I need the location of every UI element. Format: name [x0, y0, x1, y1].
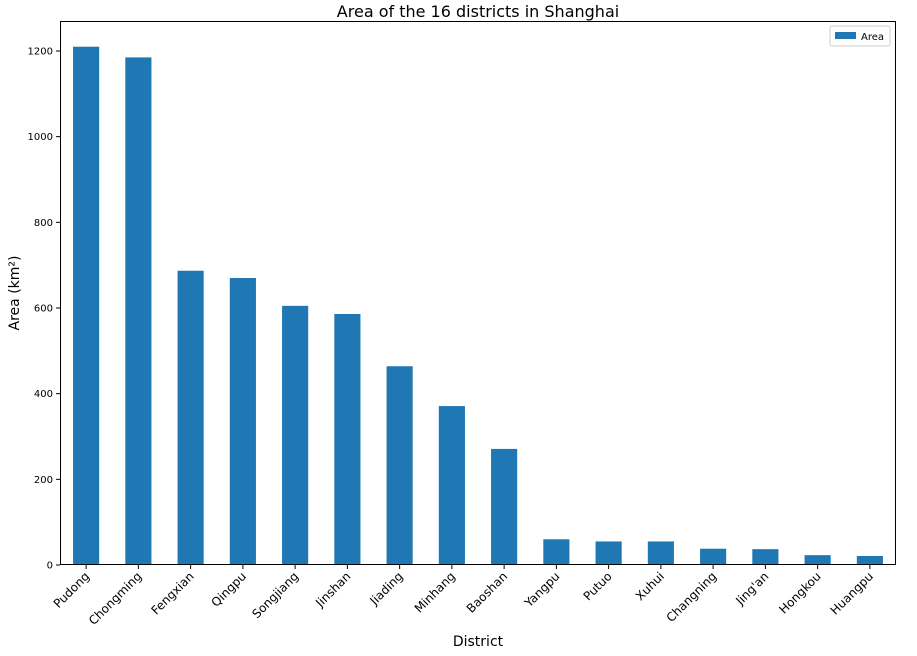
x-tick-label: Yangpu: [521, 569, 562, 610]
bar: [73, 46, 100, 565]
y-axis: 0 200 400 600 800 1000 1200: [28, 46, 60, 572]
x-tick-label: Baoshan: [464, 569, 510, 615]
y-tick-label: 1000: [28, 132, 53, 143]
bar: [229, 278, 256, 565]
bar: [438, 406, 465, 565]
legend: Area: [829, 25, 891, 47]
y-axis-label: Area (km²): [7, 256, 23, 331]
x-tick-label: Jing'an: [732, 569, 771, 608]
y-tick-label: 600: [34, 303, 53, 314]
y-tick-label: 0: [47, 561, 53, 572]
bar: [125, 57, 152, 565]
x-tick-label: Chongming: [86, 569, 145, 628]
x-tick-label: Changning: [664, 569, 720, 625]
x-axis-label: District: [453, 634, 504, 650]
bar: [804, 555, 831, 565]
y-tick-label: 400: [34, 389, 53, 400]
bar: [334, 313, 361, 565]
bar: [752, 549, 779, 565]
chart-title: Area of the 16 districts in Shanghai: [337, 2, 619, 21]
plot-frame: [60, 21, 896, 565]
x-tick-label: Jiading: [367, 569, 406, 608]
y-tick-label: 1200: [28, 46, 53, 57]
legend-box: [829, 25, 891, 47]
bar: [543, 539, 570, 565]
x-tick-label: Pudong: [51, 569, 93, 611]
legend-swatch: [835, 32, 856, 39]
bar: [595, 541, 622, 565]
legend-label: Area: [861, 32, 884, 43]
bar: [856, 556, 883, 565]
x-tick-label: Putuo: [581, 569, 615, 603]
bar: [647, 541, 674, 565]
x-tick-label: Qingpu: [209, 569, 249, 609]
bar: [177, 270, 204, 565]
bar: [282, 305, 309, 565]
bar: [386, 366, 413, 565]
x-tick-label: Jinshan: [312, 569, 353, 610]
y-tick-label: 800: [34, 218, 53, 229]
x-tick-label: Songjiang: [249, 569, 301, 621]
x-tick-label: Minhang: [412, 569, 458, 615]
bar: [491, 448, 518, 565]
x-tick-label: Hongkou: [776, 569, 823, 616]
x-tick-label: Huangpu: [828, 569, 876, 617]
bars: [73, 46, 883, 565]
x-tick-label: Xuhui: [633, 569, 667, 603]
bar: [700, 548, 727, 565]
x-tick-label: Fengxian: [148, 569, 196, 617]
y-tick-label: 200: [34, 475, 53, 486]
